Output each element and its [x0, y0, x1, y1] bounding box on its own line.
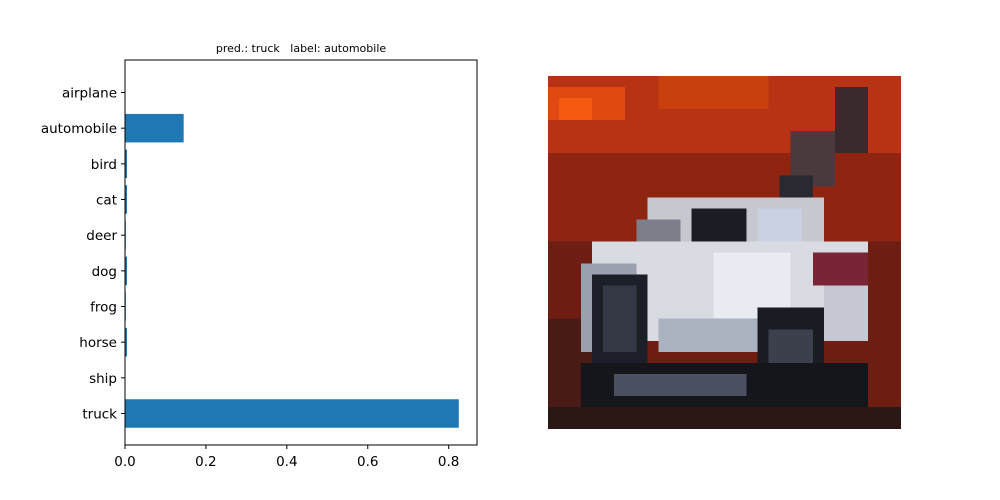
x-tick-label: 0.2 [195, 454, 216, 470]
y-tick-label-ship: ship [89, 371, 117, 387]
bar-cat [125, 185, 128, 214]
y-axis-ticks: airplane automobile bird cat deer dog frog hors… [41, 86, 125, 423]
chart-title: pred.: truck label: automobile [216, 42, 387, 55]
bars-layer [125, 78, 459, 428]
y-tick-label-automobile: automobile [41, 121, 117, 137]
bar-horse [125, 327, 128, 357]
input-image [548, 76, 901, 429]
y-tick-label-airplane: airplane [62, 86, 117, 102]
bar-automobile [125, 113, 184, 143]
bar-truck [125, 399, 459, 428]
x-tick-label: 0.0 [114, 454, 135, 470]
x-tick-label: 0.6 [357, 454, 378, 470]
bar-dog [125, 256, 128, 286]
x-axis-ticks: 0.0 0.2 0.4 0.6 0.8 [114, 445, 459, 470]
x-tick-label: 0.8 [438, 454, 459, 470]
y-tick-label-bird: bird [91, 157, 117, 173]
y-tick-label-truck: truck [82, 407, 117, 423]
y-tick-label-frog: frog [90, 300, 117, 316]
y-tick-label-dog: dog [92, 264, 117, 280]
y-tick-label-cat: cat [96, 193, 117, 209]
car-image-pixels [548, 76, 901, 429]
y-tick-label-deer: deer [86, 228, 117, 244]
x-tick-label: 0.4 [276, 454, 297, 470]
y-tick-label-horse: horse [79, 335, 117, 351]
bar-bird [125, 149, 128, 179]
plot-frame [124, 59, 478, 446]
